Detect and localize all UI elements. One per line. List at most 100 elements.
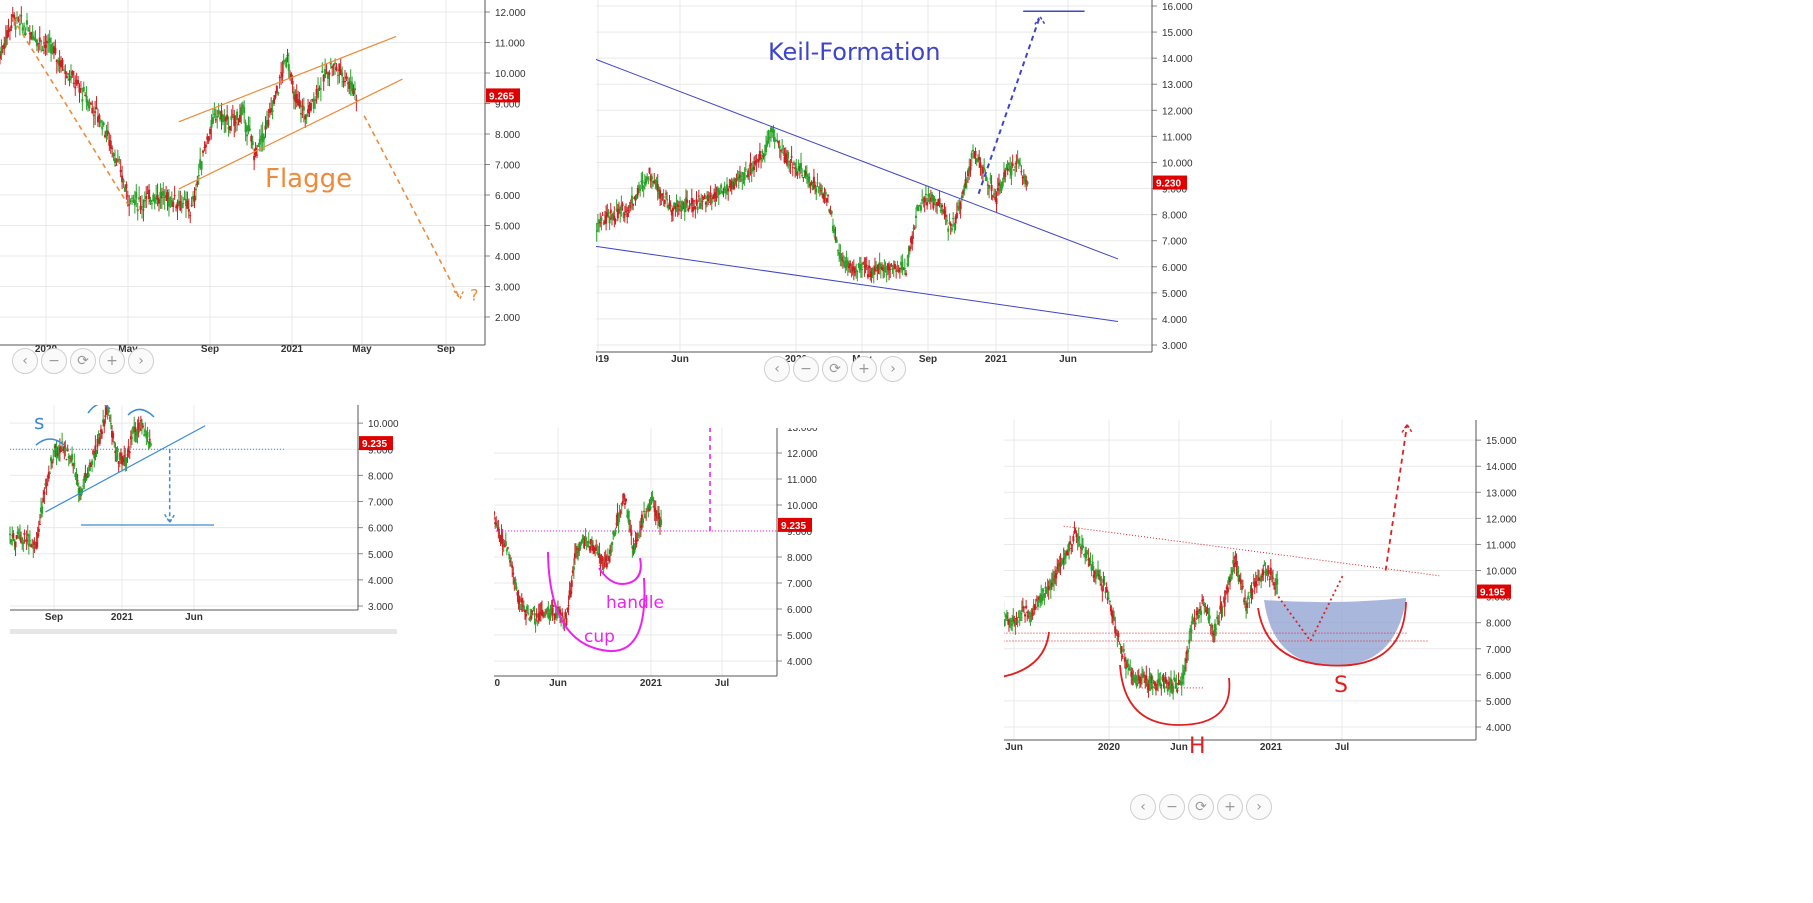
candle-body — [783, 156, 786, 163]
wedge-breakout-arrowhead — [1034, 15, 1046, 25]
candle-body — [1229, 577, 1232, 583]
candle-body — [610, 217, 613, 219]
candle-body — [139, 205, 142, 210]
candle-body — [1143, 674, 1146, 677]
candle-body — [592, 544, 595, 551]
zoom-out-button[interactable]: − — [1159, 794, 1185, 820]
zoom-in-button[interactable]: + — [1217, 794, 1243, 820]
candle-body — [25, 539, 28, 542]
candle-body — [734, 178, 737, 185]
candle-body — [1095, 574, 1098, 576]
candle-body — [810, 181, 813, 185]
candle-body — [236, 111, 239, 120]
scroll-left-button[interactable]: ‹ — [1130, 794, 1156, 820]
zoom-in-button[interactable]: + — [99, 348, 125, 374]
minus-icon: − — [800, 361, 812, 377]
candle-body — [349, 81, 352, 86]
wedge-chart: 16.000 15.000 14.000 13.000 12.000 11.000 10.0… — [596, 0, 1193, 365]
zoom-out-button[interactable]: − — [41, 348, 67, 374]
reset-button[interactable]: ⟳ — [70, 348, 96, 374]
candle-body — [344, 81, 346, 83]
candle-body — [1170, 678, 1172, 684]
candle-body — [30, 32, 33, 40]
candle-body — [1152, 682, 1155, 684]
candle-body — [582, 538, 585, 541]
candle-body — [255, 154, 258, 156]
y-tick-label: 7.000 — [1162, 237, 1187, 248]
candle-body — [346, 82, 349, 85]
candle-body — [286, 54, 289, 57]
candle-body — [947, 228, 950, 232]
y-tick-label: 14.000 — [1162, 54, 1193, 65]
candle-body — [1012, 616, 1015, 622]
candle-body — [902, 268, 905, 270]
zoom-in-button[interactable]: + — [851, 356, 877, 382]
reset-button[interactable]: ⟳ — [1188, 794, 1214, 820]
candle-body — [119, 169, 122, 173]
zoom-out-button[interactable]: − — [793, 356, 819, 382]
candle-body — [629, 202, 632, 204]
candle-body — [516, 591, 519, 596]
last-price-label: 9.230 — [1156, 179, 1181, 190]
candle-body — [1099, 576, 1102, 581]
candle-body — [1240, 586, 1243, 590]
candle-body — [742, 172, 745, 175]
candle-body — [250, 135, 253, 142]
candle-body — [155, 196, 158, 200]
candle-body — [68, 457, 71, 459]
candle-body — [761, 151, 764, 154]
candle-body — [88, 462, 91, 472]
candle-body — [287, 64, 290, 71]
scroll-right-button[interactable]: › — [128, 348, 154, 374]
candle-body — [953, 224, 956, 226]
candle-body — [649, 506, 652, 510]
candle-body — [804, 171, 807, 176]
ishs-left-shoulder-curve — [1004, 631, 1050, 678]
y-tick-label: 13.000 — [787, 428, 818, 434]
candle-body — [69, 75, 72, 79]
candle-body — [1051, 578, 1054, 581]
candle-body — [87, 101, 90, 106]
candle-body — [38, 523, 41, 525]
candle-body — [652, 505, 655, 508]
candle-body — [125, 184, 128, 189]
scroll-right-button[interactable]: › — [880, 356, 906, 382]
candle-body — [1138, 676, 1141, 684]
candle-body — [670, 210, 673, 216]
candle-body — [530, 615, 533, 619]
candle-body — [1160, 684, 1163, 686]
candle-body — [1173, 677, 1176, 681]
scroll-left-button[interactable]: ‹ — [12, 348, 38, 374]
candle-body — [10, 539, 13, 543]
candle-body — [1016, 620, 1019, 624]
candle-body — [1059, 562, 1062, 567]
scroll-left-button[interactable]: ‹ — [764, 356, 790, 382]
candle-body — [26, 533, 29, 537]
candle-body — [1242, 599, 1245, 602]
candle-body — [689, 204, 692, 206]
candle-body — [45, 40, 48, 44]
candle-body — [108, 417, 111, 419]
candle-body — [58, 61, 61, 66]
candle-body — [1005, 167, 1008, 170]
candle-body — [111, 147, 114, 149]
candle-body — [1213, 623, 1216, 632]
candle-body — [170, 199, 173, 207]
scroll-right-button[interactable]: › — [1246, 794, 1272, 820]
candle-body — [1077, 536, 1080, 539]
candle-body — [229, 126, 231, 131]
candle-body — [190, 205, 193, 207]
candle-body — [599, 564, 602, 567]
candle-body — [637, 186, 640, 188]
candle-body — [1261, 575, 1264, 578]
candle-body — [927, 194, 930, 197]
ishs-target-arrowhead — [1401, 423, 1413, 433]
candle-body — [626, 213, 629, 218]
candle-body — [1107, 597, 1110, 599]
candle-body — [46, 476, 49, 478]
candle-body — [978, 156, 981, 161]
candle-body — [311, 98, 314, 100]
candle-body — [1230, 576, 1233, 580]
candle-body — [84, 94, 87, 96]
reset-button[interactable]: ⟳ — [822, 356, 848, 382]
